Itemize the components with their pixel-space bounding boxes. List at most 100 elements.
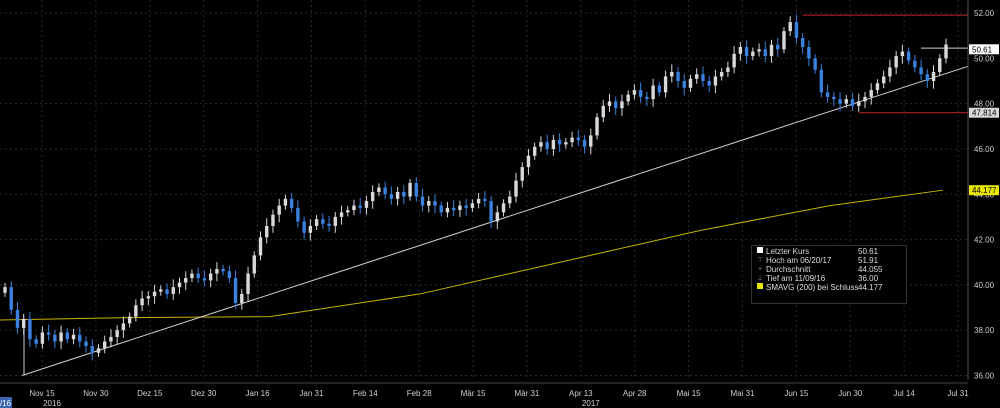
candle-body bbox=[582, 139, 587, 147]
trend-line bbox=[21, 65, 969, 376]
candle-body bbox=[127, 316, 132, 324]
candle-body bbox=[788, 22, 792, 32]
candle-body bbox=[514, 180, 518, 197]
year-label: 2017 bbox=[582, 399, 600, 408]
candle-body bbox=[9, 287, 13, 310]
candle-body bbox=[651, 85, 655, 100]
legend-label: Durchschnitt bbox=[766, 265, 811, 274]
candle-body bbox=[246, 273, 250, 294]
average-marker-icon: + bbox=[757, 266, 763, 273]
candle-body bbox=[283, 198, 288, 206]
candle-body bbox=[900, 51, 905, 57]
left-edge-label: /16 bbox=[0, 399, 12, 408]
candlestick-series bbox=[3, 14, 948, 361]
candle-body bbox=[202, 278, 207, 281]
candle-body bbox=[458, 205, 462, 211]
x-tick-label: Mai 31 bbox=[730, 389, 755, 398]
candle-body bbox=[713, 76, 718, 86]
legend-box: Letzter Kurs 50.61 ⊤ Hoch am 06/20/17 51… bbox=[751, 245, 907, 304]
candle-body bbox=[96, 348, 101, 353]
candle-body bbox=[782, 31, 786, 50]
candle-body bbox=[539, 142, 543, 147]
low-marker-label-bg bbox=[969, 107, 999, 118]
candle-body bbox=[339, 212, 344, 217]
last-price-label: 50.61 bbox=[972, 45, 993, 54]
x-tick-label: Jan 31 bbox=[299, 389, 324, 398]
legend-row-average: + Durchschnitt 44.055 bbox=[754, 265, 904, 274]
candle-body bbox=[327, 223, 331, 226]
candle-body bbox=[383, 187, 387, 195]
candle-body bbox=[875, 83, 880, 91]
candle-body bbox=[857, 101, 861, 106]
candle-body bbox=[65, 332, 70, 340]
x-tick-label: Mär 15 bbox=[461, 389, 486, 398]
candle-body bbox=[601, 105, 605, 118]
candle-body bbox=[557, 139, 562, 145]
candle-body bbox=[414, 182, 418, 197]
sma-line bbox=[0, 189, 944, 321]
candle-body bbox=[620, 101, 624, 109]
candle-body bbox=[346, 210, 350, 213]
candle-body bbox=[427, 201, 431, 206]
candle-body bbox=[408, 182, 412, 197]
y-tick-label: 42.00 bbox=[974, 236, 995, 245]
x-tick-label: Apr 28 bbox=[623, 389, 647, 398]
candle-body bbox=[919, 67, 923, 75]
candle-body bbox=[520, 167, 524, 181]
candle-body bbox=[551, 139, 556, 149]
candle-body bbox=[40, 332, 45, 344]
candle-body bbox=[321, 219, 325, 224]
y-tick-label: 50.00 bbox=[974, 54, 995, 63]
candle-body bbox=[850, 99, 855, 106]
candle-body bbox=[881, 76, 886, 84]
x-tick-label: Dez 15 bbox=[137, 389, 163, 398]
x-tick-label: Jan 16 bbox=[246, 389, 271, 398]
candle-body bbox=[28, 318, 32, 340]
candle-body bbox=[395, 192, 400, 199]
legend-label: SMAVG (200) bei Schluss bbox=[766, 283, 859, 292]
candle-body bbox=[265, 225, 269, 238]
candle-body bbox=[34, 339, 38, 344]
legend-value: 44.177 bbox=[858, 283, 883, 292]
x-tick-label: Nov 15 bbox=[29, 389, 55, 398]
y-tick-label: 46.00 bbox=[974, 145, 995, 154]
candle-body bbox=[420, 196, 425, 206]
candle-body bbox=[3, 287, 7, 293]
legend-value: 51.91 bbox=[858, 256, 879, 265]
high-marker-icon: ⊤ bbox=[756, 257, 764, 264]
white-square-icon bbox=[754, 247, 766, 256]
candle-body bbox=[701, 74, 705, 82]
sma-value-label-bg bbox=[969, 185, 999, 196]
candle-body bbox=[358, 205, 362, 208]
candle-body bbox=[589, 135, 593, 147]
y-tick-label: 36.00 bbox=[974, 371, 995, 380]
candle-body bbox=[476, 198, 481, 204]
candle-body bbox=[838, 99, 842, 104]
candle-body bbox=[632, 90, 637, 95]
x-tick-label: Jul 31 bbox=[947, 389, 969, 398]
candle-body bbox=[314, 219, 319, 226]
candle-body bbox=[103, 341, 107, 349]
candle-body bbox=[732, 53, 736, 68]
sma-value-label: 44.177 bbox=[972, 186, 997, 195]
candle-body bbox=[140, 298, 144, 306]
candle-body bbox=[333, 216, 337, 226]
candle-body bbox=[607, 101, 612, 106]
yellow-square-icon bbox=[754, 283, 766, 292]
candle-body bbox=[682, 81, 686, 88]
candle-body bbox=[844, 99, 848, 104]
legend-row-last: Letzter Kurs 50.61 bbox=[754, 247, 904, 256]
candle-body bbox=[146, 296, 151, 299]
candle-body bbox=[526, 155, 531, 168]
candle-body bbox=[171, 287, 175, 294]
candle-body bbox=[564, 142, 568, 145]
legend-row-high: ⊤ Hoch am 06/20/17 51.91 bbox=[754, 256, 904, 265]
candle-body bbox=[451, 207, 456, 211]
x-tick-label: Mai 15 bbox=[677, 389, 702, 398]
x-tick-label: Jul 14 bbox=[893, 389, 915, 398]
candle-body bbox=[688, 78, 693, 88]
candle-body bbox=[626, 94, 630, 102]
y-tick-label: 52.00 bbox=[974, 9, 995, 18]
candle-body bbox=[433, 201, 437, 206]
